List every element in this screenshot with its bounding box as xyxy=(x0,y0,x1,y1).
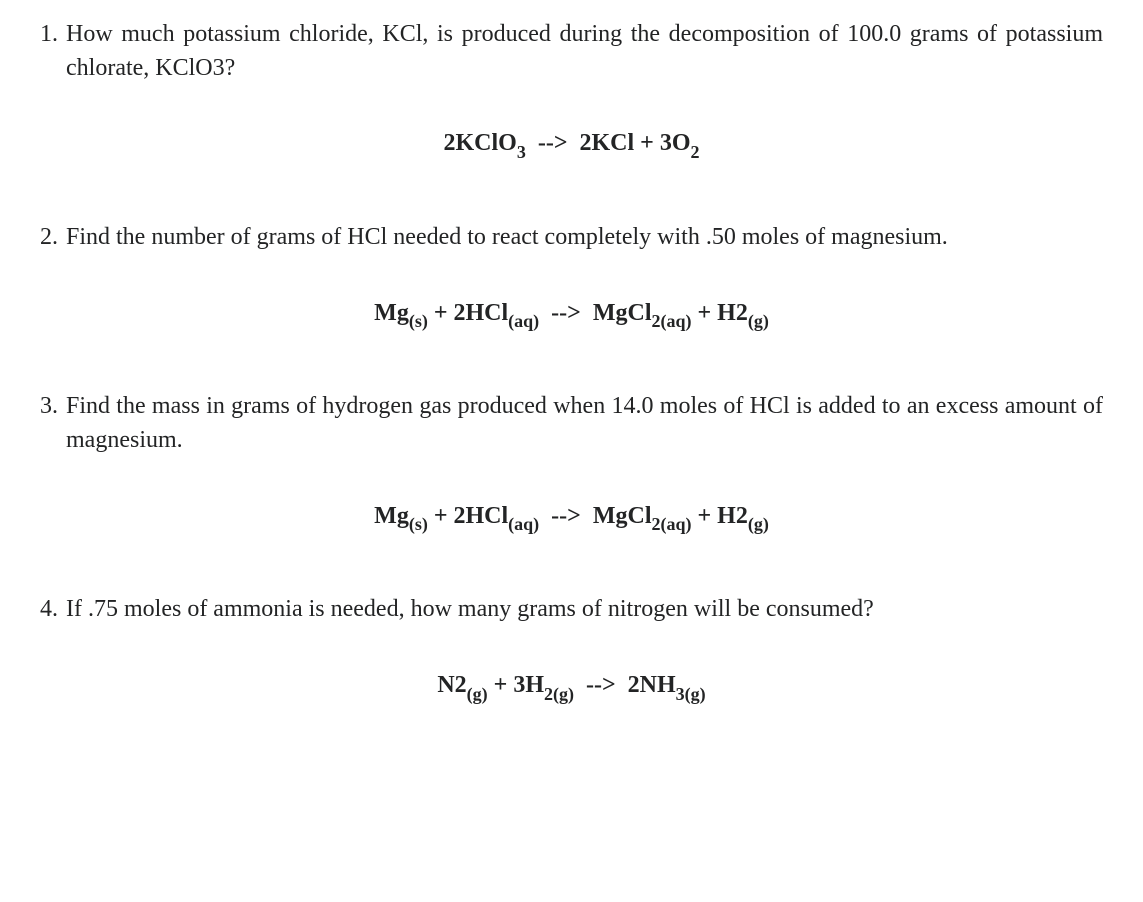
problem-4-equation: N2(g) + 3H2(g) --> 2NH3(g) xyxy=(40,672,1103,703)
problem-4: 4. If .75 moles of ammonia is needed, ho… xyxy=(40,593,1103,702)
problem-1: 1. How much potassium chloride, KCl, is … xyxy=(40,18,1103,161)
problem-2-equation: Mg(s) + 2HCl(aq) --> MgCl2(aq) + H2(g) xyxy=(40,300,1103,331)
problem-2-text: 2. Find the number of grams of HCl neede… xyxy=(40,221,1103,255)
problem-3-text: 3. Find the mass in grams of hydrogen ga… xyxy=(40,390,1103,457)
problem-2-body: Find the number of grams of HCl needed t… xyxy=(66,221,1103,255)
problem-3: 3. Find the mass in grams of hydrogen ga… xyxy=(40,390,1103,533)
problem-2-number: 2. xyxy=(40,221,58,255)
problem-1-number: 1. xyxy=(40,18,58,52)
problem-1-text: 1. How much potassium chloride, KCl, is … xyxy=(40,18,1103,85)
problem-1-body: How much potassium chloride, KCl, is pro… xyxy=(66,18,1103,85)
problem-4-number: 4. xyxy=(40,593,58,627)
problem-3-number: 3. xyxy=(40,390,58,424)
problem-4-text: 4. If .75 moles of ammonia is needed, ho… xyxy=(40,593,1103,627)
problem-3-equation: Mg(s) + 2HCl(aq) --> MgCl2(aq) + H2(g) xyxy=(40,503,1103,534)
problem-3-body: Find the mass in grams of hydrogen gas p… xyxy=(66,390,1103,457)
problem-2: 2. Find the number of grams of HCl neede… xyxy=(40,221,1103,330)
problem-1-equation: 2KClO3 --> 2KCl + 3O2 xyxy=(40,130,1103,161)
problem-4-body: If .75 moles of ammonia is needed, how m… xyxy=(66,593,1103,627)
